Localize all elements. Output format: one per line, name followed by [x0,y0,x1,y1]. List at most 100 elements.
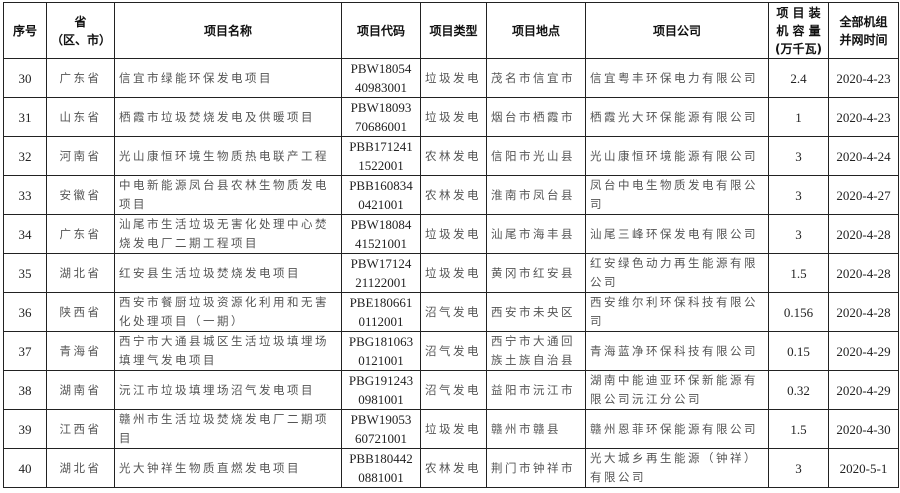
serial-number-cell: 37 [3,331,47,371]
capacity-cell: 2.4 [768,58,829,98]
header-province: 省 （区、市） [46,2,115,59]
project-location-cell: 汕尾市海丰县 [486,214,586,254]
project-location-cell: 茂名市信宜市 [486,58,586,98]
project-name-cell: 红安县生活垃圾焚烧发电项目 [114,253,342,293]
serial-number-cell: 36 [3,292,47,332]
project-type-cell: 垃圾发电 [420,214,487,254]
project-name-cell: 西宁市大通县城区生活垃圾填埋场填埋气发电项目 [114,331,342,371]
serial-number-cell: 32 [3,136,47,176]
project-type-cell: 农林发电 [420,175,487,215]
province-cell: 湖南省 [46,370,115,410]
project-type-cell: 农林发电 [420,448,487,488]
table-row: 39 江西省 赣州市生活垃圾焚烧发电厂二期项目 PBW19053 60721001 垃圾… [3,409,899,449]
capacity-cell: 3 [768,214,829,254]
grid-date-cell: 2020-4-28 [828,292,899,332]
project-company-cell: 凤台中电生物质发电有限公司 [585,175,769,215]
project-name-cell: 西安市餐厨垃圾资源化利用和无害化处理项目（一期） [114,292,342,332]
project-location-cell: 信阳市光山县 [486,136,586,176]
project-company-cell: 红安绿色动力再生能源有限公司 [585,253,769,293]
province-cell: 江西省 [46,409,115,449]
table-row: 32 河南省 光山康恒环境生物质热电联产工程 PBB171241 1522001 农林发… [3,136,899,176]
project-name-cell: 栖霞市垃圾焚烧发电及供暖项目 [114,97,342,137]
province-cell: 陕西省 [46,292,115,332]
capacity-cell: 1.5 [768,253,829,293]
serial-number-cell: 38 [3,370,47,410]
project-type-cell: 垃圾发电 [420,58,487,98]
province-cell: 山东省 [46,97,115,137]
header-project-type: 项目类型 [420,2,487,59]
project-location-cell: 赣州市赣县 [486,409,586,449]
province-cell: 广东省 [46,58,115,98]
project-location-cell: 益阳市沅江市 [486,370,586,410]
project-location-cell: 西安市未央区 [486,292,586,332]
project-name-cell: 汕尾市生活垃圾无害化处理中心焚烧发电厂二期工程项目 [114,214,342,254]
header-serial: 序号 [3,2,47,59]
project-code-cell: PBW17124 21122001 [341,253,421,293]
grid-date-cell: 2020-4-23 [828,97,899,137]
project-type-cell: 沼气发电 [420,331,487,371]
project-location-cell: 黄冈市红安县 [486,253,586,293]
project-code-cell: PBW18054 40983001 [341,58,421,98]
project-code-cell: PBW18084 41521001 [341,214,421,254]
province-cell: 河南省 [46,136,115,176]
project-company-cell: 湖南中能迪亚环保新能源有限公司沅江分公司 [585,370,769,410]
project-type-cell: 沼气发电 [420,292,487,332]
capacity-cell: 3 [768,136,829,176]
header-capacity: 项 目 装 机 容 量 (万千瓦) [768,2,829,59]
grid-date-cell: 2020-4-23 [828,58,899,98]
project-company-cell: 汕尾三峰环保发电有限公司 [585,214,769,254]
table-row: 34 广东省 汕尾市生活垃圾无害化处理中心焚烧发电厂二期工程项目 PBW18084 4… [3,214,899,254]
province-cell: 湖北省 [46,253,115,293]
project-company-cell: 赣州恩菲环保能源有限公司 [585,409,769,449]
project-code-cell: PBW19053 60721001 [341,409,421,449]
header-row: 序号省 （区、市） 项目名称 项目代码 项目类型 项目地点 项目公司项 目 装 机 容 量… [3,2,899,59]
grid-date-cell: 2020-4-27 [828,175,899,215]
serial-number-cell: 39 [3,409,47,449]
project-company-cell: 青海蓝净环保科技有限公司 [585,331,769,371]
serial-number-cell: 34 [3,214,47,254]
serial-number-cell: 33 [3,175,47,215]
serial-number-cell: 35 [3,253,47,293]
serial-number-cell: 31 [3,97,47,137]
project-company-cell: 光山康恒环境能源有限公司 [585,136,769,176]
grid-date-cell: 2020-4-28 [828,214,899,254]
header-grid-date: 全部机组 并网时间 [828,2,899,59]
project-name-cell: 信宜市绿能环保发电项目 [114,58,342,98]
project-name-cell: 中电新能源凤台县农林生物质发电项目 [114,175,342,215]
project-company-cell: 光大城乡再生能源（钟祥）有限公司 [585,448,769,488]
grid-date-cell: 2020-4-28 [828,253,899,293]
project-name-cell: 沅江市垃圾填埋场沼气发电项目 [114,370,342,410]
table-row: 40 湖北省 光大钟祥生物质直燃发电项目 PBB180442 0881001 农林发电荆… [3,448,899,488]
project-name-cell: 光大钟祥生物质直燃发电项目 [114,448,342,488]
grid-connection-table: 序号省 （区、市） 项目名称 项目代码 项目类型 项目地点 项目公司项 目 装 机 容 量… [3,2,899,488]
project-code-cell: PBG181063 0121001 [341,331,421,371]
project-code-cell: PBB160834 0421001 [341,175,421,215]
province-cell: 青海省 [46,331,115,371]
grid-date-cell: 2020-5-1 [828,448,899,488]
capacity-cell: 0.156 [768,292,829,332]
grid-date-cell: 2020-4-30 [828,409,899,449]
project-company-cell: 栖霞光大环保能源有限公司 [585,97,769,137]
table-row: 35 湖北省 红安县生活垃圾焚烧发电项目 PBW17124 21122001 垃圾发电黄… [3,253,899,293]
project-code-cell: PBB180442 0881001 [341,448,421,488]
header-location: 项目地点 [486,2,586,59]
project-name-cell: 赣州市生活垃圾焚烧发电厂二期项目 [114,409,342,449]
project-type-cell: 垃圾发电 [420,97,487,137]
grid-date-cell: 2020-4-29 [828,331,899,371]
project-location-cell: 西宁市大通回族土族自治县 [486,331,586,371]
province-cell: 广东省 [46,214,115,254]
table-row: 33 安徽省 中电新能源凤台县农林生物质发电项目 PBB160834 0421001 农… [3,175,899,215]
project-name-cell: 光山康恒环境生物质热电联产工程 [114,136,342,176]
table-row: 30 广东省 信宜市绿能环保发电项目 PBW18054 40983001 垃圾发电 茂名市… [3,58,899,98]
capacity-cell: 3 [768,448,829,488]
project-company-cell: 信宜粤丰环保电力有限公司 [585,58,769,98]
grid-date-cell: 2020-4-24 [828,136,899,176]
serial-number-cell: 40 [3,448,47,488]
capacity-cell: 1 [768,97,829,137]
province-cell: 湖北省 [46,448,115,488]
capacity-cell: 0.32 [768,370,829,410]
header-project-code: 项目代码 [341,2,421,59]
project-code-cell: PBG191243 0981001 [341,370,421,410]
table-row: 31 山东省 栖霞市垃圾焚烧发电及供暖项目 PBW18093 70686001 垃圾发电… [3,97,899,137]
project-location-cell: 烟台市栖霞市 [486,97,586,137]
